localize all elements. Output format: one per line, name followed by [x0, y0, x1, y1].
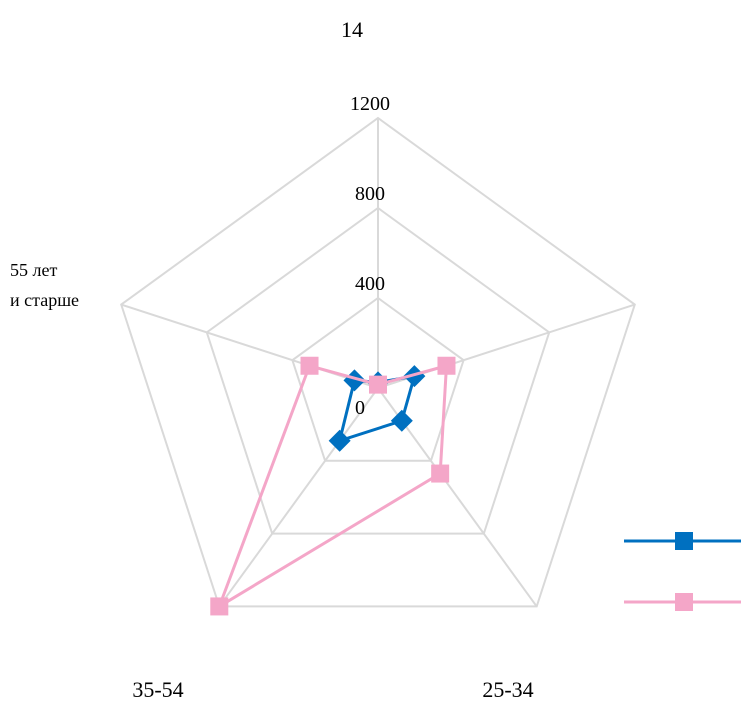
- series-1: [210, 356, 456, 616]
- axis-label-2: 25-34: [482, 677, 533, 702]
- series-1-point-4: [300, 356, 319, 375]
- series-1-point-3: [210, 597, 229, 616]
- radar-grid: [120, 116, 636, 608]
- series-0-point-4: [343, 369, 366, 392]
- series-layer: [210, 356, 456, 616]
- spoke-3: [218, 387, 379, 608]
- rtick-label-3: 1200: [350, 93, 390, 115]
- radial-tick-labels: 0 400 800 1200: [350, 93, 390, 419]
- legend: [624, 532, 741, 611]
- series-1-point-0: [369, 375, 387, 394]
- series-0-point-3: [328, 429, 351, 452]
- rtick-label-0: 0: [355, 397, 365, 419]
- legend-marker-0: [675, 532, 693, 550]
- axis-label-0: 14: [341, 17, 363, 42]
- series-1-line: [216, 363, 449, 610]
- legend-marker-1: [675, 593, 693, 611]
- category-labels: 14 25-34 35-54 55 лет и старше: [10, 17, 534, 702]
- series-1-point-1: [437, 356, 456, 375]
- series-0-point-2: [390, 409, 413, 432]
- axis-label-4: 55 лет и старше: [10, 260, 79, 310]
- rtick-label-1: 400: [355, 273, 385, 295]
- series-1-point-2: [431, 464, 450, 483]
- axis-label-3: 35-54: [132, 677, 183, 702]
- grid-ring-3: [120, 116, 636, 608]
- rtick-label-2: 800: [355, 183, 385, 205]
- grid-ring-1: [291, 296, 465, 462]
- series-0-point-1: [403, 365, 426, 388]
- grid-ring-2: [205, 206, 551, 535]
